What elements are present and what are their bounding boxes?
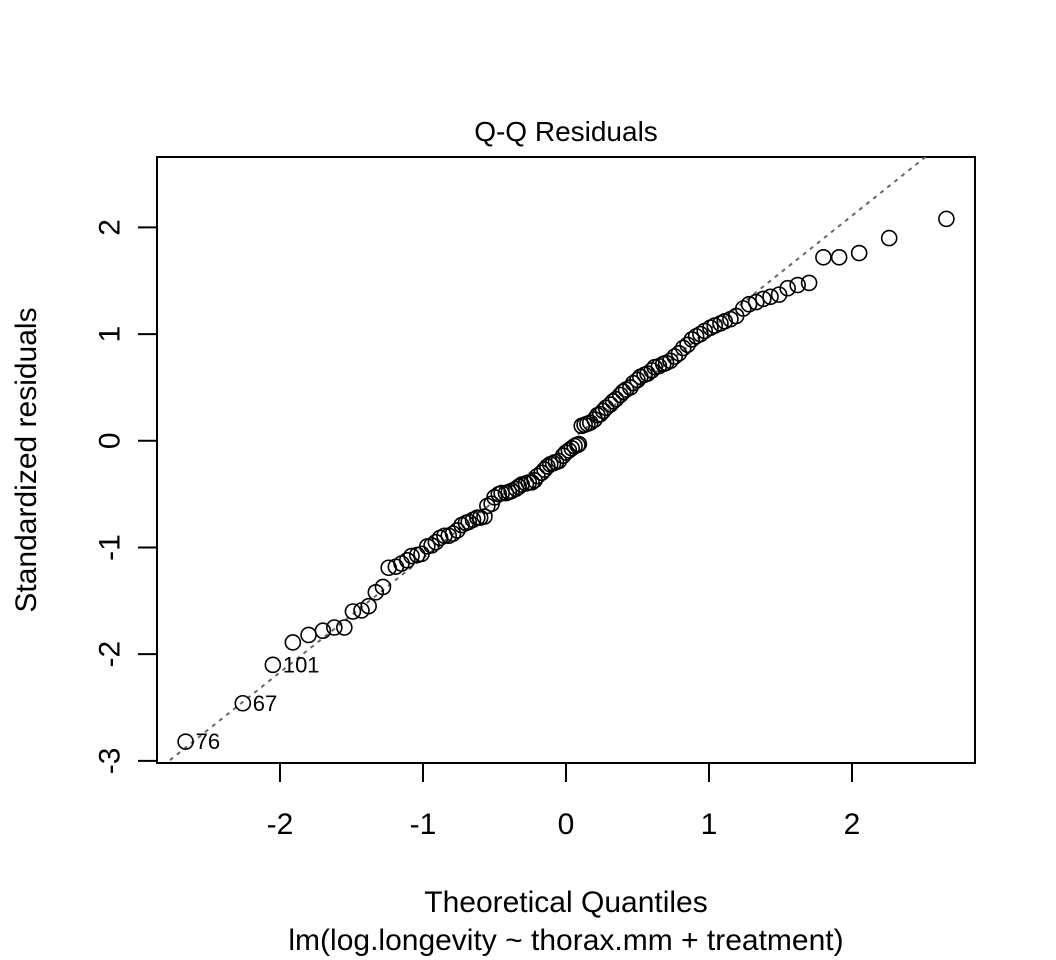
data-point bbox=[586, 411, 603, 428]
y-axis-ticks: -3 -2 -1 0 1 2 bbox=[94, 219, 158, 774]
data-point bbox=[735, 300, 752, 317]
data-point bbox=[326, 619, 343, 636]
data-point bbox=[674, 339, 692, 357]
data-point bbox=[523, 474, 540, 491]
data-point bbox=[755, 290, 772, 308]
data-point bbox=[427, 533, 445, 551]
data-point bbox=[336, 619, 353, 636]
outlier-label: 101 bbox=[283, 652, 320, 677]
x-tick-label: 2 bbox=[844, 808, 861, 841]
y-axis-label: Standardized residuals bbox=[10, 307, 43, 612]
data-point bbox=[557, 444, 575, 461]
data-point bbox=[360, 597, 377, 615]
data-point bbox=[880, 229, 898, 247]
y-tick-label: 0 bbox=[94, 432, 127, 449]
y-tick-label: 2 bbox=[94, 219, 127, 236]
data-point bbox=[444, 525, 462, 542]
data-point bbox=[679, 336, 696, 354]
y-tick-label: 1 bbox=[94, 326, 127, 343]
data-point bbox=[740, 295, 758, 313]
model-formula-label: lm(log.longevity ~ thorax.mm + treatment… bbox=[288, 924, 843, 957]
data-point bbox=[747, 293, 765, 311]
data-point bbox=[403, 547, 420, 565]
outlier-label: 76 bbox=[196, 729, 220, 754]
data-point bbox=[264, 656, 282, 674]
data-point bbox=[569, 436, 586, 454]
data-point bbox=[800, 274, 818, 292]
y-tick-label: -2 bbox=[94, 641, 127, 668]
data-point bbox=[770, 286, 788, 303]
data-point bbox=[398, 551, 416, 569]
data-point bbox=[507, 480, 525, 498]
data-point bbox=[830, 248, 848, 266]
data-point bbox=[284, 634, 302, 651]
data-point bbox=[570, 435, 588, 453]
data-point bbox=[789, 276, 806, 294]
x-axis-ticks: -2 -1 0 1 2 bbox=[267, 762, 861, 841]
data-point bbox=[234, 694, 252, 712]
data-point bbox=[536, 461, 553, 478]
data-point bbox=[683, 331, 701, 348]
data-point bbox=[314, 622, 332, 640]
data-point bbox=[938, 210, 955, 228]
outlier-label: 67 bbox=[253, 691, 277, 716]
data-point bbox=[374, 578, 392, 596]
x-tick-label: -2 bbox=[267, 808, 294, 841]
y-tick-label: -3 bbox=[94, 748, 127, 775]
data-point bbox=[850, 244, 868, 262]
chart-title: Q-Q Residuals bbox=[474, 116, 658, 147]
x-tick-label: 1 bbox=[701, 808, 718, 841]
data-points bbox=[177, 210, 955, 750]
data-point bbox=[779, 279, 796, 297]
x-tick-label: 0 bbox=[558, 808, 575, 841]
x-tick-label: -1 bbox=[410, 808, 437, 841]
data-point bbox=[344, 603, 362, 620]
data-point bbox=[592, 405, 609, 423]
data-point bbox=[533, 464, 550, 482]
data-point bbox=[762, 288, 779, 306]
data-point bbox=[670, 345, 688, 362]
data-point bbox=[602, 396, 619, 413]
data-point bbox=[476, 508, 493, 525]
data-point bbox=[177, 733, 194, 750]
x-axis-label: Theoretical Quantiles bbox=[424, 886, 707, 919]
y-tick-label: -1 bbox=[94, 534, 127, 561]
data-point bbox=[666, 348, 683, 365]
